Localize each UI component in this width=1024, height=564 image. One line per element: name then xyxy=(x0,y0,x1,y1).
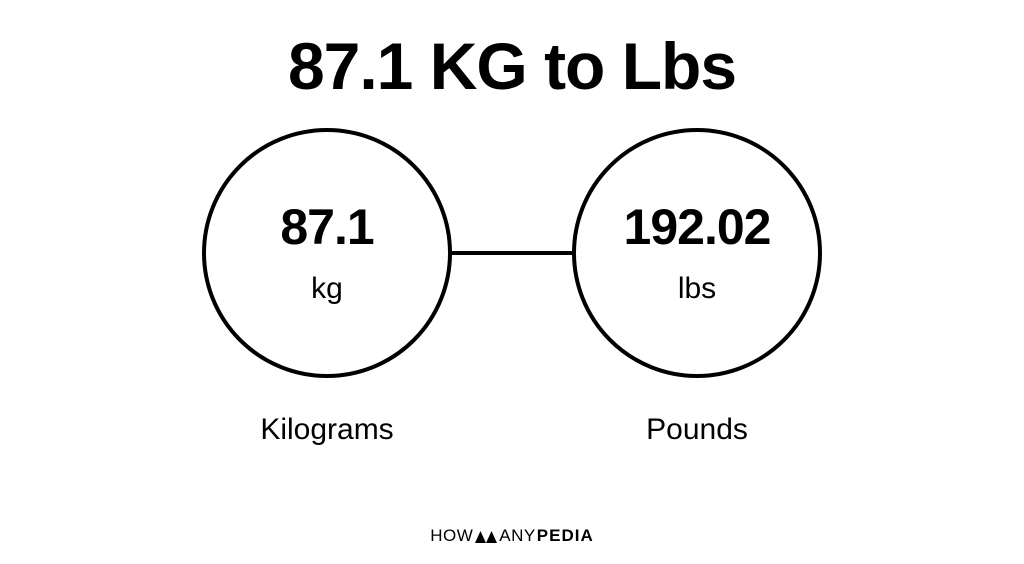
brand-left-text: HOW xyxy=(430,526,473,546)
right-unit-abbrev: lbs xyxy=(678,274,716,304)
left-caption: Kilograms xyxy=(202,413,452,447)
left-unit-abbrev: kg xyxy=(311,274,343,304)
right-caption: Pounds xyxy=(572,413,822,447)
right-circle: 192.02 lbs xyxy=(572,128,822,378)
left-circle: 87.1 kg xyxy=(202,128,452,378)
circles-stage: 87.1 kg 192.02 lbs Kilograms Pounds xyxy=(152,128,872,468)
left-value: 87.1 xyxy=(280,202,373,252)
right-value: 192.02 xyxy=(624,202,771,252)
brand-mid-text: ANY xyxy=(499,526,535,546)
brand-right-text: PEDIA xyxy=(537,526,594,546)
conversion-infographic: 87.1 KG to Lbs 87.1 kg 192.02 lbs Kilogr… xyxy=(0,0,1024,564)
brand-footer: HOW ANY PEDIA xyxy=(430,526,593,546)
brand-m-glyph-icon xyxy=(475,529,497,543)
page-title: 87.1 KG to Lbs xyxy=(288,28,736,104)
